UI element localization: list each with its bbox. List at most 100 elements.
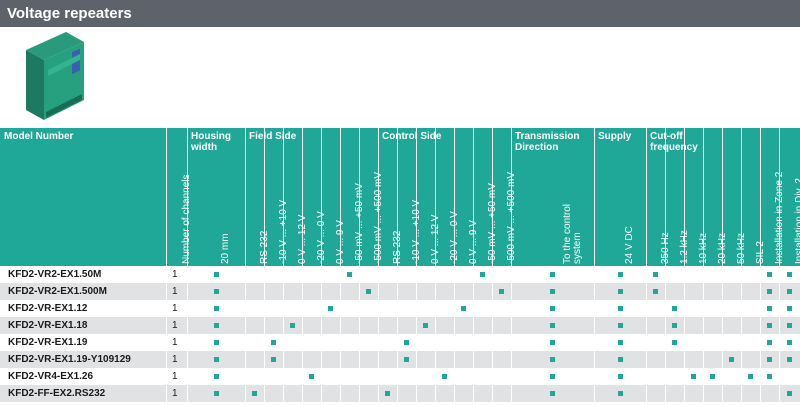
feature-mark [618,357,623,362]
column-label: Installation in Div. 2 [793,178,800,264]
feature-mark [618,306,623,311]
row-divider [435,283,436,300]
row-divider [760,368,761,385]
row-divider [722,351,723,368]
column-header: -10 V ... +10 V [397,128,422,266]
row-divider [340,300,341,317]
row-divider [397,351,398,368]
group-label-model: Model Number [4,131,74,142]
page-title: Voltage repeaters [7,5,132,22]
row-divider [166,266,167,283]
row-divider [166,283,167,300]
column-header: -500 mV ... +500 mV [492,128,517,266]
row-divider [779,351,780,368]
column-header: 0 V ... 12 V [416,128,441,266]
channel-count: 1 [172,371,178,382]
row-divider [378,266,379,283]
feature-mark [618,374,623,379]
row-divider [435,266,436,283]
row-divider [245,283,246,300]
row-divider [245,351,246,368]
header-divider [245,128,246,266]
row-divider [741,300,742,317]
feature-mark [271,357,276,362]
header-divider [511,128,512,266]
row-divider [340,283,341,300]
table-row: KFD2-VR2-EX1.50M 1 [0,266,800,283]
group-label-transmission: Transmission Direction [515,131,580,153]
header-divider [359,128,360,266]
row-divider [283,283,284,300]
feature-mark [442,374,447,379]
feature-mark [214,357,219,362]
row-divider [187,300,188,317]
feature-mark [618,340,623,345]
row-divider [454,283,455,300]
row-divider [359,317,360,334]
row-divider [166,317,167,334]
row-divider [340,385,341,402]
row-divider [594,300,595,317]
row-divider [779,368,780,385]
column-header: 0 V ... 9 V [454,128,479,266]
row-divider [779,300,780,317]
row-divider [302,283,303,300]
model-number: KFD2-VR2-EX1.500M [8,286,107,297]
row-divider [397,334,398,351]
row-divider [283,368,284,385]
row-divider [703,368,704,385]
row-divider [378,368,379,385]
row-divider [722,334,723,351]
row-divider [594,385,595,402]
row-divider [264,368,265,385]
feature-mark [787,306,792,311]
header-divider [397,128,398,266]
channel-count: 1 [172,354,178,365]
row-divider [741,385,742,402]
row-divider [779,385,780,402]
row-divider [245,385,246,402]
feature-mark [423,323,428,328]
row-divider [321,300,322,317]
row-divider [245,266,246,283]
header-divider [684,128,685,266]
row-divider [684,300,685,317]
row-divider [359,385,360,402]
row-divider [722,283,723,300]
feature-mark [214,340,219,345]
row-divider [684,351,685,368]
row-divider [779,334,780,351]
row-divider [473,300,474,317]
header-divider [264,128,265,266]
row-divider [760,351,761,368]
row-divider [473,283,474,300]
group-label-cutoff: Cut-off frequency [650,131,698,153]
product-image [26,32,84,120]
feature-mark [787,340,792,345]
row-divider [722,266,723,283]
row-divider [397,385,398,402]
title-bar: Voltage repeaters [0,0,800,27]
row-divider [492,334,493,351]
row-divider [594,368,595,385]
row-divider [302,385,303,402]
header-divider [416,128,417,266]
column-header: -500 mV ... +500 mV [359,128,384,266]
feature-mark [550,272,555,277]
feature-mark [767,323,772,328]
column-header: -50 mV ... +50 mV [340,128,365,266]
feature-mark [271,340,276,345]
row-divider [321,385,322,402]
row-divider [454,368,455,385]
header-divider [741,128,742,266]
row-divider [454,300,455,317]
channel-count: 1 [172,286,178,297]
row-divider [340,266,341,283]
row-divider [511,300,512,317]
row-divider [321,334,322,351]
column-header: 350 Hz [646,128,671,266]
row-divider [722,300,723,317]
row-divider [665,334,666,351]
channel-count: 1 [172,388,178,399]
column-header: 20 mm [187,128,245,266]
